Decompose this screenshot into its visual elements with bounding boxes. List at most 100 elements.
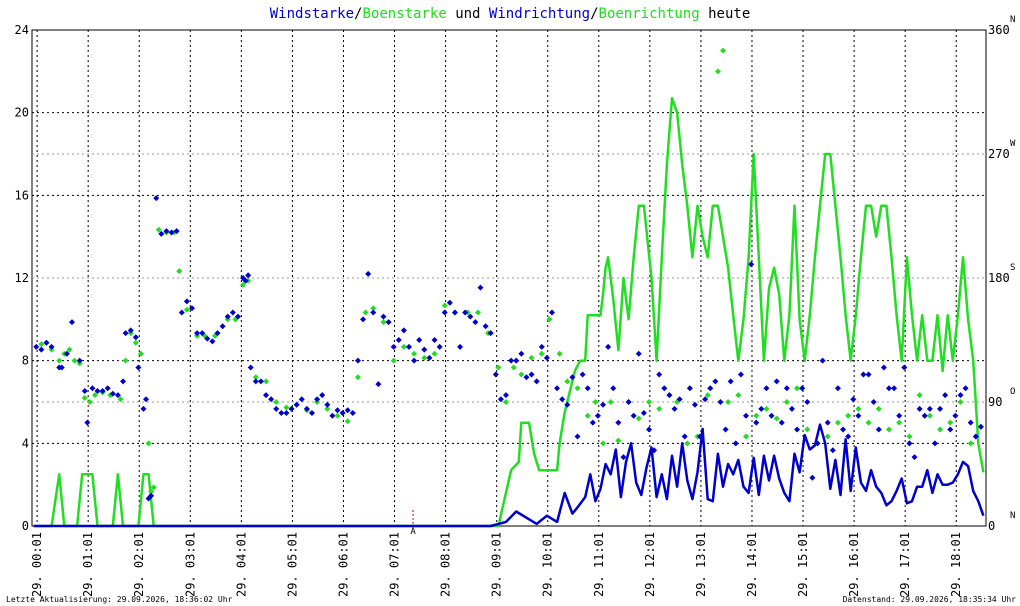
wind-direction-point xyxy=(163,228,170,235)
wind-direction-point xyxy=(168,229,175,236)
event-marker-label: A xyxy=(410,527,416,537)
x-tick-label: 29. 13:01 xyxy=(694,532,708,597)
y-right-direction-label: N xyxy=(1010,15,1015,25)
wind-direction-point xyxy=(870,399,877,405)
gust-direction-point xyxy=(875,405,882,412)
wind-direction-point xyxy=(799,385,806,392)
gust-direction-point xyxy=(584,412,591,419)
gust-direction-point xyxy=(81,394,88,401)
gust-direction-point xyxy=(896,419,903,426)
gust-direction-point xyxy=(183,306,190,313)
wind-direction-point xyxy=(620,454,627,461)
wind-direction-point xyxy=(178,309,185,316)
wind-direction-point xyxy=(199,330,206,337)
wind-direction-point xyxy=(860,371,867,378)
gust-direction-point xyxy=(556,350,563,357)
gust-direction-point xyxy=(421,354,428,361)
wind-direction-point xyxy=(385,319,392,326)
wind-direction-point xyxy=(645,426,652,433)
x-tick-label: 29. 11:01 xyxy=(592,532,606,597)
gust-direction-point xyxy=(390,357,397,364)
wind-direction-point xyxy=(257,378,264,385)
y-left-tick-label: 12 xyxy=(15,271,29,285)
gust-direction-point xyxy=(957,399,964,405)
wind-direction-point xyxy=(707,385,714,392)
gust-direction-point xyxy=(176,268,183,275)
wind-direction-point xyxy=(635,350,642,357)
x-tick-label: 29. 08:01 xyxy=(439,532,453,597)
wind-direction-point xyxy=(901,364,908,371)
wind-direction-point xyxy=(120,378,127,385)
wind-direction-point xyxy=(436,343,443,350)
wind-direction-point xyxy=(937,405,944,412)
wind-direction-point xyxy=(579,371,586,378)
wind-direction-point xyxy=(543,354,550,361)
y-right-direction-label: O xyxy=(1010,387,1015,397)
y-left-tick-label: 0 xyxy=(22,519,29,533)
gust-direction-point xyxy=(495,364,502,371)
gust-direction-point xyxy=(615,437,622,444)
gust-direction-point xyxy=(783,399,790,405)
gust-direction-point xyxy=(370,305,377,312)
wind-direction-point xyxy=(194,330,201,337)
wind-direction-point xyxy=(298,396,305,403)
wind-direction-point xyxy=(132,334,139,341)
wind-direction-point xyxy=(158,230,165,237)
wind-direction-point xyxy=(712,378,719,385)
wind-direction-point xyxy=(513,357,520,364)
wind-direction-point xyxy=(148,492,155,499)
wind-direction-point xyxy=(43,339,50,346)
gust-direction-point xyxy=(380,319,387,326)
wind-direction-point xyxy=(671,405,678,412)
wind-direction-point xyxy=(651,447,658,454)
wind-direction-point xyxy=(564,401,571,408)
wind-direction-point xyxy=(814,440,821,447)
x-tick-label: 29. 12:01 xyxy=(643,532,657,597)
wind-direction-point xyxy=(462,309,469,316)
gust-direction-point xyxy=(773,415,780,422)
wind-direction-point xyxy=(153,195,160,202)
gust-direction-point xyxy=(855,405,862,412)
wind-direction-point xyxy=(533,378,540,385)
x-tick-label: 29. 01:01 xyxy=(81,532,95,597)
wind-direction-point xyxy=(640,410,647,417)
wind-direction-point xyxy=(38,346,45,353)
wind-direction-point xyxy=(354,357,361,364)
wind-direction-point xyxy=(89,385,96,392)
wind-direction-point xyxy=(109,390,116,397)
title-part-3: und xyxy=(447,6,489,22)
gust-direction-point xyxy=(38,341,45,348)
wind-direction-point xyxy=(855,412,862,419)
gust-direction-point xyxy=(906,433,913,440)
gust-direction-point xyxy=(574,385,581,392)
wind-direction-point xyxy=(508,357,515,364)
wind-direction-point xyxy=(400,327,407,334)
wind-direction-point xyxy=(809,474,816,481)
wind-direction-point xyxy=(732,440,739,447)
wind-direction-point xyxy=(702,396,709,403)
wind-direction-point xyxy=(224,313,231,320)
gust-direction-point xyxy=(735,392,742,399)
wind-direction-point xyxy=(214,330,221,337)
gust-direction-point xyxy=(720,47,727,54)
wind-direction-point xyxy=(773,378,780,385)
wind-direction-point xyxy=(268,396,275,403)
wind-direction-point xyxy=(977,423,984,430)
wind-direction-point xyxy=(794,426,801,433)
gust-direction-point xyxy=(656,405,663,412)
gust-direction-point xyxy=(86,399,93,405)
wind-direction-point xyxy=(405,343,412,350)
wind-direction-point xyxy=(962,385,969,392)
gust-direction-point xyxy=(283,404,290,411)
wind-direction-point xyxy=(783,385,790,392)
y-right-tick-label: 360 xyxy=(988,23,1010,37)
wind-direction-point xyxy=(122,330,129,337)
wind-direction-point xyxy=(554,385,561,392)
wind-direction-points xyxy=(33,195,984,502)
wind-direction-point xyxy=(209,338,216,345)
wind-direction-point xyxy=(446,299,453,306)
y-right-tick-label: 90 xyxy=(988,395,1002,409)
wind-direction-point xyxy=(916,405,923,412)
wind-direction-point xyxy=(380,313,387,320)
